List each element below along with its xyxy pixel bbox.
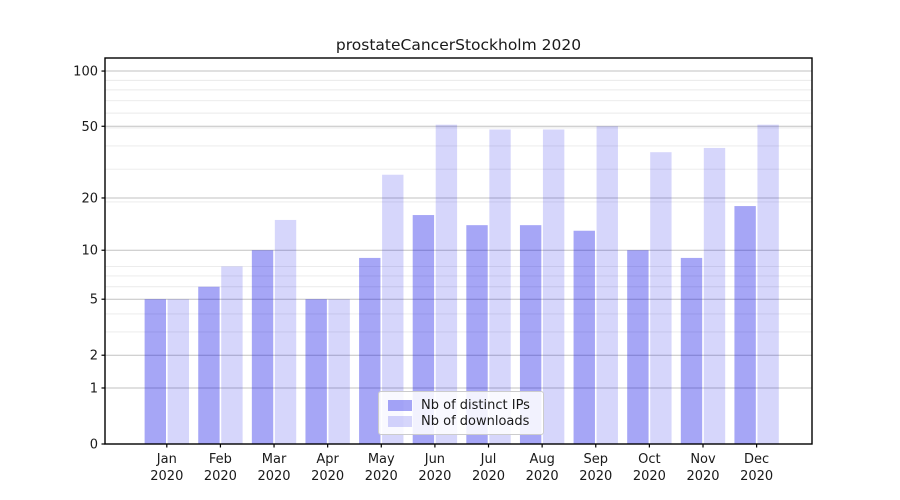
- x-tick-label-month: Jul: [480, 452, 497, 467]
- bar-downloads-dec: [757, 124, 779, 444]
- x-tick-label-year: 2020: [418, 469, 451, 484]
- x-tick-label-month: Dec: [744, 452, 769, 467]
- bar-downloads-sep: [596, 126, 618, 444]
- y-tick-label: 10: [81, 244, 98, 259]
- legend-label-downloads: Nb of downloads: [421, 414, 530, 430]
- bar-downloads-nov: [703, 147, 726, 444]
- x-tick-label-year: 2020: [472, 469, 505, 484]
- bar-downloads-jun: [435, 124, 458, 444]
- x-tick-label-year: 2020: [579, 469, 612, 484]
- y-tick-label: 50: [81, 120, 98, 135]
- legend-label-distinct-ips: Nb of distinct IPs: [421, 397, 530, 413]
- x-tick-label-year: 2020: [365, 469, 398, 484]
- bar-distinct-ips-oct: [627, 250, 649, 444]
- bar-distinct-ips-aug: [519, 225, 542, 444]
- legend-swatch-downloads: [388, 416, 412, 428]
- bar-distinct-ips-nov: [680, 257, 703, 444]
- bar-downloads-may: [382, 174, 404, 444]
- bar-downloads-jan: [167, 299, 189, 444]
- y-tick-label: 20: [81, 191, 98, 206]
- x-tick-label-month: Oct: [638, 452, 660, 467]
- bar-distinct-ips-may: [359, 257, 381, 444]
- chart-title: prostateCancerStockholm 2020: [335, 36, 582, 54]
- bar-distinct-ips-apr: [305, 299, 327, 444]
- x-tick-label-month: Jan: [156, 452, 177, 467]
- bar-distinct-ips-feb: [198, 286, 220, 444]
- y-tick-label: 0: [90, 438, 98, 453]
- y-tick-label: 2: [90, 349, 98, 364]
- bar-downloads-aug: [542, 129, 565, 444]
- x-tick-label-month: Apr: [316, 452, 339, 467]
- bar-distinct-ips-sep: [573, 230, 595, 444]
- plot-frame: [104, 57, 813, 445]
- bar-distinct-ips-mar: [251, 250, 274, 444]
- x-tick-label-month: Sep: [584, 452, 609, 467]
- x-tick-label-month: Nov: [690, 452, 716, 467]
- x-tick-label-year: 2020: [311, 469, 344, 484]
- bar-distinct-ips-dec: [734, 206, 756, 444]
- bar-downloads-apr: [328, 299, 350, 444]
- x-tick-label-year: 2020: [686, 469, 719, 484]
- x-tick-label-year: 2020: [633, 469, 666, 484]
- legend-item-distinct-ips: Nb of distinct IPs: [388, 397, 534, 414]
- x-tick-label-month: Jun: [424, 452, 445, 467]
- bar-downloads-mar: [274, 219, 297, 444]
- bar-downloads-feb: [221, 266, 243, 444]
- x-tick-label-year: 2020: [150, 469, 183, 484]
- x-tick-label-month: Aug: [529, 452, 554, 467]
- x-tick-label-month: May: [368, 452, 395, 467]
- x-tick-label-month: Feb: [209, 452, 232, 467]
- bar-distinct-ips-jun: [412, 215, 435, 444]
- x-tick-label-year: 2020: [740, 469, 773, 484]
- legend-item-downloads: Nb of downloads: [388, 414, 534, 431]
- y-tick-label: 100: [73, 65, 98, 80]
- bar-downloads-jul: [489, 129, 511, 444]
- x-tick-label-month: Mar: [262, 452, 287, 467]
- legend-swatch-distinct-ips: [388, 399, 412, 411]
- x-tick-label-year: 2020: [257, 469, 290, 484]
- legend: Nb of distinct IPs Nb of downloads: [378, 391, 544, 435]
- y-tick-label: 1: [90, 381, 98, 396]
- bar-downloads-oct: [650, 152, 672, 444]
- x-tick-label-year: 2020: [526, 469, 559, 484]
- bar-distinct-ips-jan: [144, 299, 166, 444]
- bar-distinct-ips-jul: [466, 225, 488, 444]
- x-tick-label-year: 2020: [204, 469, 237, 484]
- y-tick-label: 5: [90, 293, 98, 308]
